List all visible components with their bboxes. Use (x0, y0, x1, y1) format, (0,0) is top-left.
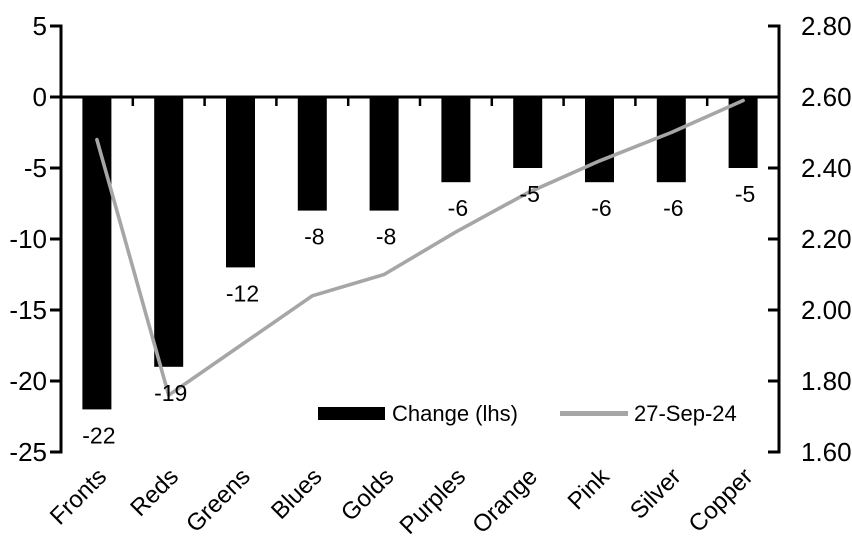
bar-data-label: -5 (735, 181, 755, 207)
line-series-group (95, 98, 745, 398)
category-label: Golds (336, 463, 399, 526)
left-axis-tick-label: -25 (9, 437, 47, 467)
right-axis-tick-label: 2.00 (801, 295, 852, 325)
bar-series-group (82, 97, 758, 410)
category-label: Pink (563, 462, 616, 515)
legend-line-label: 27-Sep-24 (634, 401, 737, 426)
right-axis-tick-label: 1.60 (801, 437, 852, 467)
category-label: Reds (125, 463, 184, 522)
category-label: Silver (625, 463, 687, 525)
category-label: Greens (181, 463, 256, 538)
legend-bar-label: Change (lhs) (392, 401, 518, 426)
right-axis-tick-label: 2.60 (801, 82, 852, 112)
bar-data-label: -6 (591, 195, 611, 221)
left-axis-tick-label: 5 (33, 11, 47, 41)
right-axis-tick-label: 1.80 (801, 366, 852, 396)
bar (585, 97, 614, 183)
bar-data-label: -12 (226, 280, 259, 306)
bar-data-label: -5 (519, 181, 539, 207)
axes-group: 5 0 -5 -10 -15 -20 -25 2.80 2.60 2.40 2.20 2.00 1.80… (9, 11, 851, 467)
bar-data-label: -22 (82, 422, 115, 448)
bar (369, 97, 399, 211)
category-label: Blues (266, 463, 328, 525)
bar (226, 97, 255, 268)
right-axis-tick-label: 2.40 (801, 153, 852, 183)
left-axis-tick-label: -5 (24, 153, 47, 183)
bar-data-label: -19 (154, 380, 187, 406)
data-labels-group: -22 -19 -12 -8 -8 -6 -5 -6 -6 -5 (82, 181, 755, 448)
category-label: Purples (395, 463, 472, 540)
bar-data-label: -6 (448, 195, 468, 221)
category-label: Orange (467, 463, 543, 539)
bar-data-label: -8 (304, 224, 324, 250)
bar (441, 97, 471, 183)
left-axis-tick-label: -20 (9, 366, 47, 396)
bar (82, 97, 112, 410)
left-axis-tick-label: 0 (33, 82, 47, 112)
bar (154, 97, 184, 367)
left-axis-tick-label: -15 (9, 295, 47, 325)
bar (513, 97, 543, 168)
bar-data-label: -6 (663, 195, 683, 221)
bar (728, 97, 758, 168)
right-axis-tick-label: 2.20 (801, 224, 852, 254)
bar (656, 97, 686, 183)
left-axis-tick-label: -10 (9, 224, 47, 254)
legend-bar-swatch (318, 407, 385, 420)
bar (297, 97, 327, 211)
right-axis-tick-label: 2.80 (801, 11, 852, 41)
category-label: Copper (684, 463, 759, 538)
bar-data-label: -8 (376, 224, 396, 250)
series-line (95, 98, 745, 398)
category-label: Fronts (45, 463, 112, 530)
legend: Change (lhs) 27-Sep-24 (318, 401, 737, 426)
